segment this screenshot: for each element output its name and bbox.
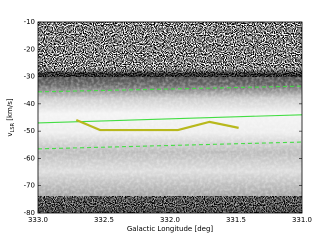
y-tick-label: -60 (24, 154, 35, 162)
y-tick-label: -80 (24, 209, 35, 217)
y-tick-label: -50 (24, 127, 35, 135)
y-tick-label: -70 (24, 182, 35, 190)
x-tick-label: 332.0 (160, 216, 180, 224)
image-background (38, 22, 302, 213)
y-tick-label: -40 (24, 100, 35, 108)
line (37, 141, 303, 150)
x-tick-label: 333.0 (28, 216, 48, 224)
y-tick-label: -20 (24, 45, 35, 53)
line (75, 118, 239, 132)
x-tick-label: 331.0 (292, 216, 312, 224)
x-tick-label: 331.5 (226, 216, 246, 224)
y-axis-label: vLSR [km/s] (6, 98, 16, 136)
x-tick-label: 332.5 (94, 216, 114, 224)
y-tick-label: -30 (24, 73, 35, 81)
plot (37, 85, 303, 150)
x-axis-label: Galactic Longitude [deg] (127, 225, 214, 233)
line (37, 85, 303, 93)
y-tick-label: -10 (24, 18, 35, 26)
